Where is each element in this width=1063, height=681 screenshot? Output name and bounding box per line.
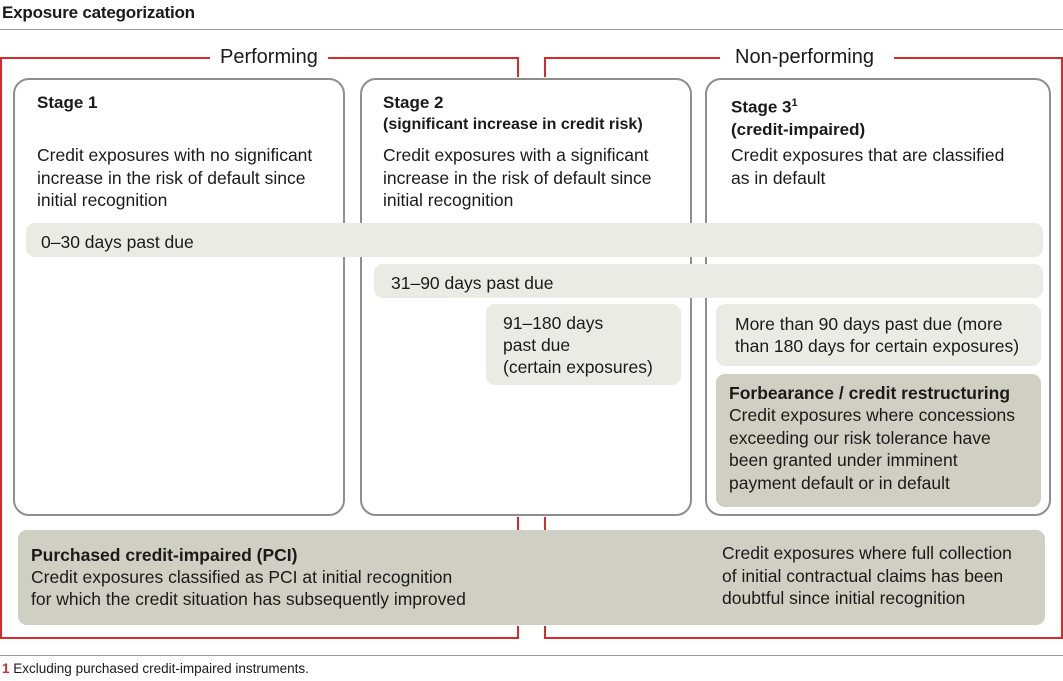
stage-1-description: Credit exposures with no significant inc… — [37, 145, 313, 210]
pci-title: Purchased credit-impaired (PCI) — [31, 545, 298, 565]
stage-3-description: Credit exposures that are classified as … — [731, 145, 1005, 188]
title-divider — [0, 29, 1063, 30]
stage-3-subtitle: (credit-impaired) — [731, 119, 866, 139]
footnote-text: Excluding purchased credit-impaired inst… — [13, 661, 309, 676]
stage-2-title: Stage 2 (significant increase in credit … — [383, 92, 643, 136]
stage-2-subtitle: (significant increase in credit risk) — [383, 116, 643, 133]
pci-right-text: Credit exposures where full collection o… — [722, 543, 1012, 608]
performing-label: Performing — [210, 44, 328, 70]
stage-1-title: Stage 1 — [37, 93, 98, 112]
page-title: Exposure categorization — [2, 3, 195, 22]
forbearance-description: Credit exposures where concessions excee… — [729, 405, 1015, 493]
non-performing-label: Non-performing — [725, 44, 884, 70]
footnote: 1 Excluding purchased credit-impaired in… — [2, 661, 309, 676]
past-due-91-180-box: 91–180 days past due (certain exposures) — [486, 304, 681, 385]
footnote-divider — [0, 655, 1063, 656]
past-due-31-90-bar: 31–90 days past due — [374, 264, 1043, 298]
forbearance-box: Forbearance / credit restructuring Credi… — [716, 374, 1041, 507]
stage-3-footnote-mark: 1 — [791, 97, 798, 109]
stage-1-box: Stage 1 Credit exposures with no signifi… — [13, 78, 345, 516]
forbearance-title: Forbearance / credit restructuring — [729, 383, 1011, 403]
stage-2-description: Credit exposures with a significant incr… — [383, 145, 652, 210]
footnote-number: 1 — [2, 661, 10, 676]
pci-box: Purchased credit-impaired (PCI) Credit e… — [18, 530, 1045, 625]
more-than-90-days-box: More than 90 days past due (more than 18… — [716, 304, 1041, 366]
pci-left-text: Purchased credit-impaired (PCI) Credit e… — [31, 545, 466, 609]
past-due-0-30-bar: 0–30 days past due — [26, 223, 1043, 257]
stage-3-title: Stage 31 (credit-impaired) — [731, 97, 866, 139]
